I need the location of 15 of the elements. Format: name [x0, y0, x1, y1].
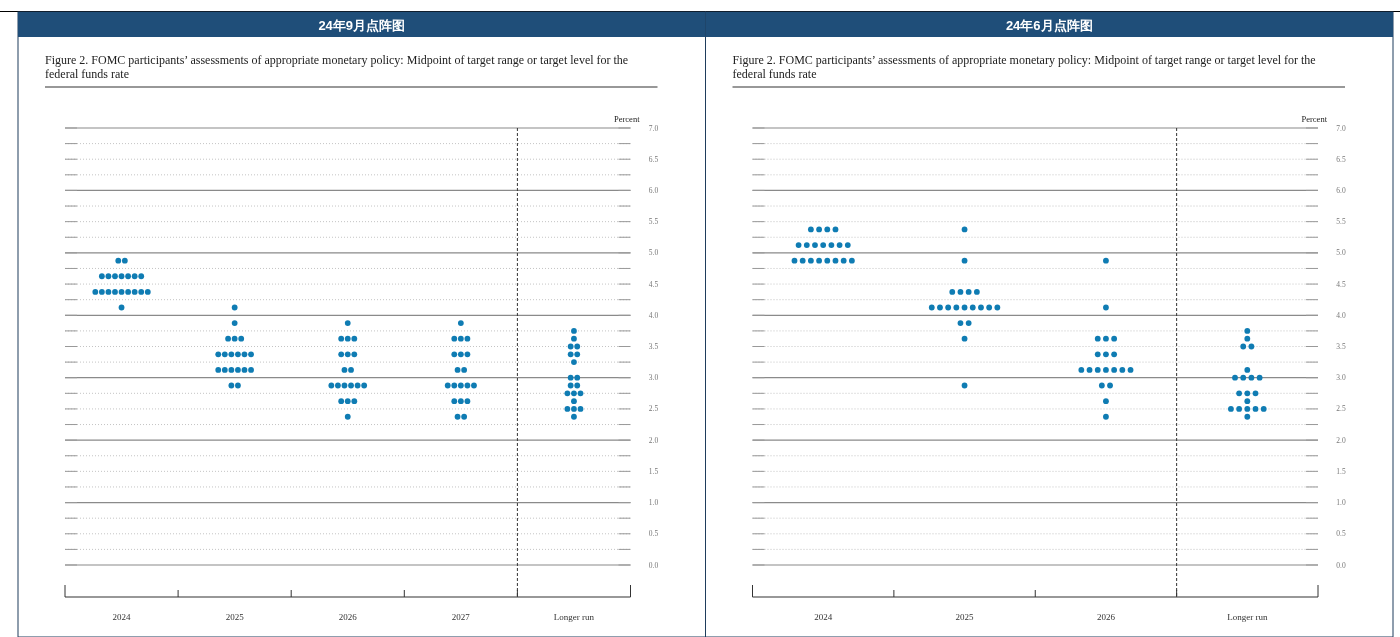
chart-title: 24年9月点阵图 [318, 18, 406, 33]
x-tick-label: 2024 [112, 612, 132, 622]
x-tick-label: Longer run [553, 612, 595, 622]
chart-title: 24年6月点阵图 [1005, 18, 1093, 33]
x-tick-label: 2027 [451, 612, 471, 622]
chart-subtitle: Figure 2. FOMC participants’ assessments of appropriate monetary policy: Midpoint of target range or target level for the federal funds rate [45, 53, 629, 81]
x-tick-label: 2026 [338, 612, 358, 622]
y-axis-title: Percent [1301, 114, 1328, 124]
x-tick-label: Longer run [1227, 612, 1268, 622]
x-tick-label: 2026 [1096, 612, 1116, 622]
chart-subtitle: Figure 2. FOMC participants’ assessments of appropriate monetary policy: Midpoint of target range or target level for the federal funds rate [732, 53, 1316, 81]
x-tick-label: 2025 [225, 612, 245, 622]
x-tick-label: 2024 [814, 612, 833, 622]
y-axis-title: Percent [614, 114, 641, 124]
x-tick-label: 2025 [955, 612, 975, 622]
